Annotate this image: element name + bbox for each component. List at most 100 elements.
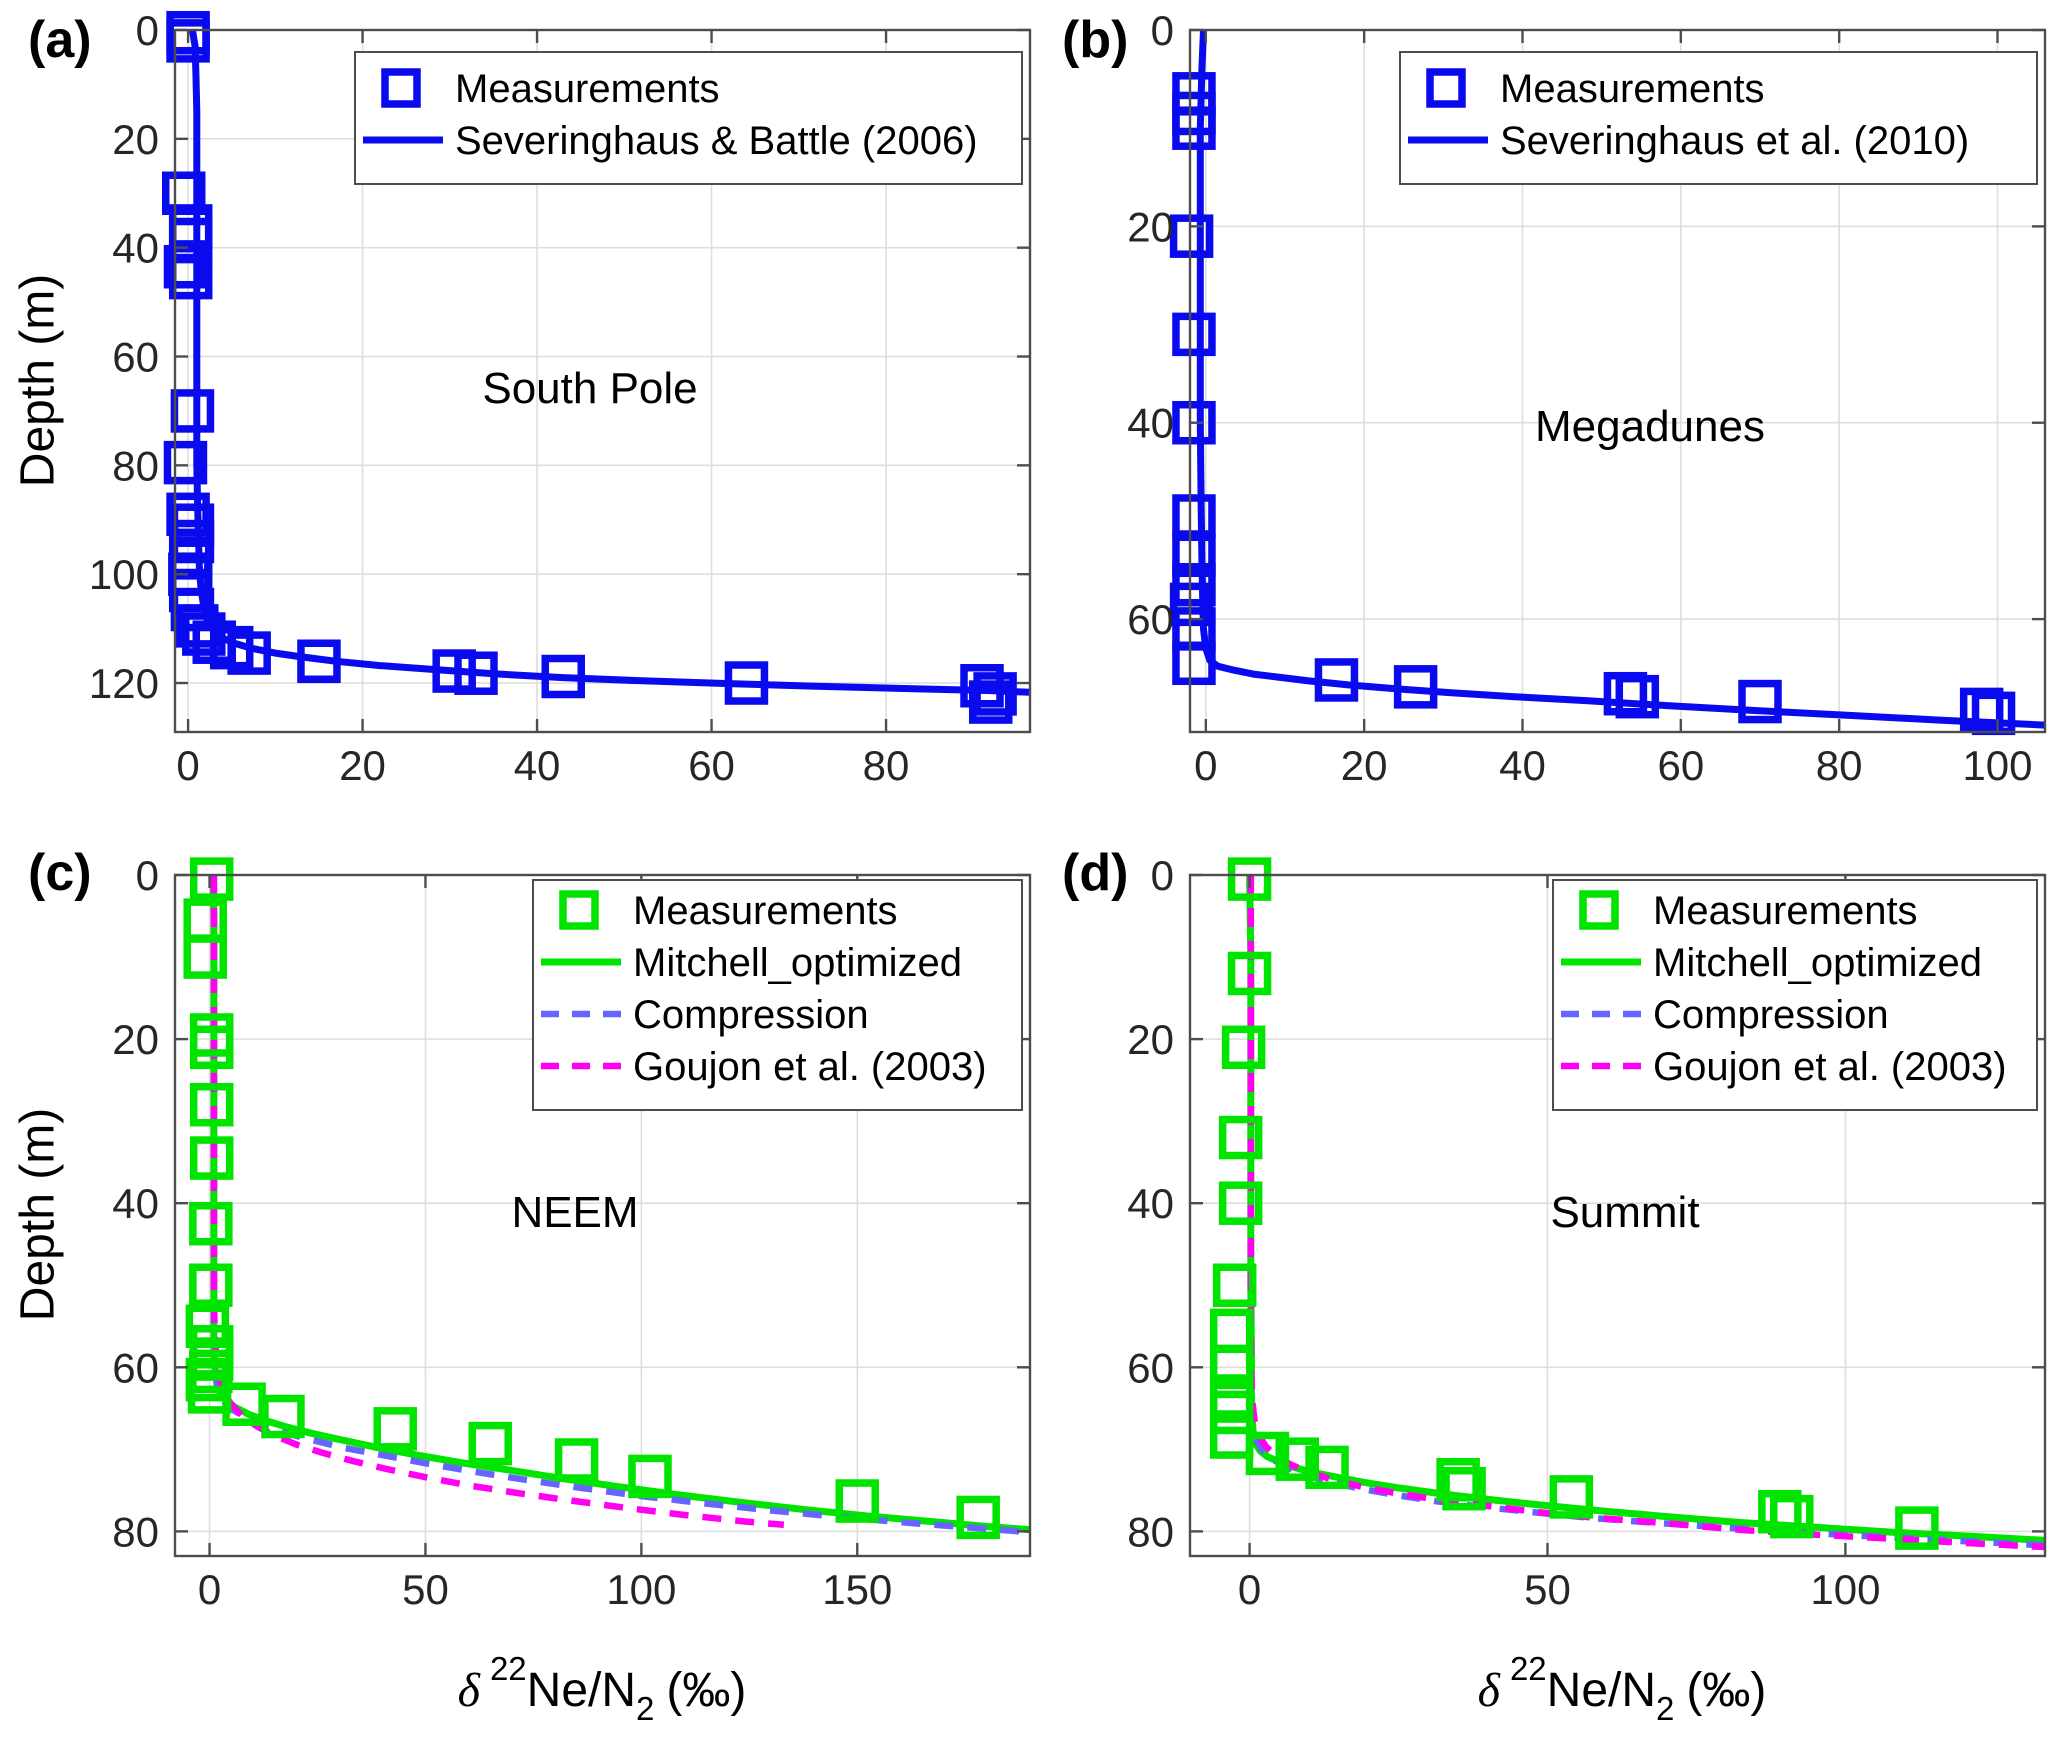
measurement-point (432, 649, 476, 693)
measurement-point (468, 1421, 512, 1466)
panel-b: 0 20 40 60 80 100 0 20 40 60 Measurements Severingh… (1127, 7, 2047, 789)
delta-symbol: δ (1477, 1664, 1500, 1717)
x-tick-label: 80 (1816, 742, 1863, 789)
measurement-point (1212, 1263, 1257, 1307)
legend-label: Measurements (1653, 889, 1918, 933)
unit-text: (‰) (1686, 1664, 1767, 1717)
species-subscript: 2 (636, 1690, 655, 1727)
y-tick-label: 0 (1151, 7, 1174, 54)
x-axis-label-right: δ 22Ne/N2 (‰) (1362, 1650, 1882, 1728)
x-tick-label: 20 (339, 742, 386, 789)
legend-box (354, 51, 1023, 185)
legend-label: Measurements (1500, 67, 1765, 111)
legend-label: Compression (633, 993, 869, 1037)
y-tick-label: 40 (1127, 400, 1174, 447)
site-label-south-pole: South Pole (482, 364, 698, 413)
measurement-point (1221, 1025, 1266, 1070)
measurement-point (1442, 1466, 1486, 1511)
y-tick-label: 20 (1127, 203, 1174, 250)
measurement-point (1169, 214, 1214, 258)
measurement-point (182, 612, 226, 656)
measurement-point (1245, 1431, 1290, 1476)
x-tick-label: 0 (198, 1566, 221, 1613)
measurement-point (835, 1479, 880, 1523)
y-axis-label-bottom: Depth (m) (11, 1107, 65, 1322)
panel-a-letter: (a) (28, 11, 92, 69)
measurement-point (956, 1495, 1000, 1540)
x-axis-label-left: δ 22Ne/N2 (‰) (342, 1650, 862, 1728)
x-tick-label: 100 (1810, 1566, 1880, 1613)
x-tick-label: 20 (1341, 742, 1388, 789)
legend-box (532, 879, 1023, 1111)
measurement-point (189, 1136, 234, 1180)
y-tick-label: 60 (112, 1344, 159, 1391)
measurement-point (189, 1263, 233, 1307)
measurement-point (1314, 658, 1359, 702)
legend-label: Goujon et al. (2003) (1653, 1045, 2007, 1089)
x-tick-label: 100 (1962, 742, 2032, 789)
measurement-point (454, 651, 498, 695)
panel-d: 0 50 100 0 20 40 60 80 Measurements Mitchell_opti… (1127, 852, 2047, 1613)
measurement-point (973, 672, 1017, 716)
measurement-point (1209, 1345, 1254, 1390)
legend-label: Compression (1653, 993, 1889, 1037)
plot-box (1188, 28, 2047, 734)
plot-box (1188, 873, 2047, 1558)
measurement-point (189, 1025, 234, 1070)
species-subscript: 2 (1656, 1690, 1675, 1727)
y-axis-label-top: Depth (m) (11, 273, 65, 488)
measurement-point (1209, 1415, 1254, 1459)
y-tick-label: 100 (89, 551, 159, 598)
legend-label: Severinghaus & Battle (2006) (455, 119, 978, 163)
measurement-point (166, 492, 210, 537)
y-tick-label: 60 (1127, 596, 1174, 643)
species-text: Ne/N (1546, 1664, 1657, 1717)
panel-c-letter: (c) (28, 844, 92, 902)
measurement-point (1218, 1181, 1263, 1225)
x-tick-label: 80 (863, 742, 910, 789)
measurement-point (183, 935, 227, 979)
legend-marker-square (1426, 68, 1466, 108)
y-tick-label: 80 (1127, 1508, 1174, 1555)
y-tick-label: 20 (1127, 1016, 1174, 1063)
y-tick-label: 20 (112, 1016, 159, 1063)
measurement-point (168, 255, 213, 300)
measurement-point (1172, 312, 1216, 357)
y-tick-label: 40 (1127, 1180, 1174, 1227)
measurement-point (163, 440, 208, 485)
x-tick-label: 0 (1238, 1566, 1261, 1613)
measurement-point (1209, 1390, 1254, 1435)
measurement-point (183, 898, 227, 942)
measurement-point (166, 19, 210, 63)
isotope-superscript: 22 (489, 1650, 527, 1687)
measurement-point (1227, 857, 1272, 901)
measurement-point (1305, 1445, 1349, 1490)
x-tick-label: 0 (1194, 742, 1217, 789)
measurement-point (1738, 679, 1782, 724)
measurement-point (1393, 665, 1438, 709)
unit-text: (‰) (666, 1664, 747, 1717)
measurement-point (1275, 1437, 1319, 1481)
plot-box (173, 873, 1032, 1558)
site-label-summit: Summit (1550, 1188, 1700, 1237)
measurement-point (724, 661, 769, 705)
plot-box (173, 28, 1032, 734)
y-tick-label: 120 (89, 660, 159, 707)
panel-b-letter: (b) (1062, 11, 1129, 69)
measurement-point (1169, 582, 1214, 627)
legend-label: Severinghaus et al. (2010) (1500, 119, 1969, 163)
x-tick-label: 50 (402, 1566, 449, 1613)
measurement-point (1172, 533, 1216, 578)
x-tick-label: 60 (688, 742, 735, 789)
y-tick-label: 60 (112, 334, 159, 381)
y-tick-label: 20 (112, 116, 159, 163)
x-tick-label: 40 (1499, 742, 1546, 789)
y-tick-label: 0 (136, 852, 159, 899)
y-tick-label: 80 (112, 442, 159, 489)
measurement-point (189, 857, 234, 901)
legend-label: Goujon et al. (2003) (633, 1045, 987, 1089)
measurement-point (628, 1454, 672, 1499)
measurement-point (1209, 1308, 1254, 1353)
measurement-point (1172, 641, 1216, 686)
